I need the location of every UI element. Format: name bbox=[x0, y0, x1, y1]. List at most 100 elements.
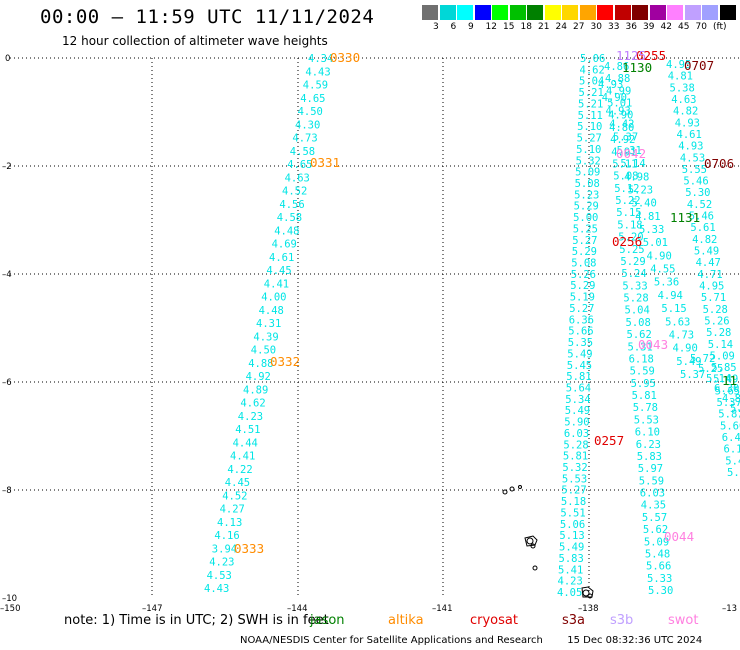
colorbar-swatch bbox=[544, 5, 561, 20]
swh-value: 4.59 bbox=[303, 80, 328, 92]
swh-value: 5.09 bbox=[644, 536, 669, 548]
swh-value: 5.62 bbox=[627, 329, 652, 341]
swh-value: 5.04 bbox=[579, 76, 604, 88]
swh-value: 5.27 bbox=[561, 485, 586, 497]
swh-value: 5.81 bbox=[632, 390, 657, 402]
swh-value: 5.32 bbox=[576, 155, 601, 167]
swh-value: 6.23 bbox=[636, 439, 661, 451]
swh-value: 4.61 bbox=[269, 252, 294, 264]
swh-value: 5.11 bbox=[578, 110, 603, 122]
swh-value: 5.08 bbox=[626, 317, 651, 329]
island-outline bbox=[581, 586, 594, 598]
swh-value: 4.45 bbox=[225, 477, 250, 489]
swh-value: 4.98 bbox=[624, 171, 649, 183]
swh-value: 5.14 bbox=[708, 339, 733, 351]
swh-value: 5.09 bbox=[710, 350, 735, 362]
longitude-tick-label: –150 bbox=[0, 604, 20, 614]
swh-value: 5.33 bbox=[639, 224, 664, 236]
swh-value: 5.46 bbox=[683, 176, 708, 188]
swh-value: 5.27 bbox=[572, 235, 597, 247]
swh-value: 4.90 bbox=[608, 110, 633, 122]
swh-value: 5.11 bbox=[612, 159, 637, 171]
swh-value: 5.30 bbox=[685, 187, 710, 199]
swh-value: 3.94 bbox=[212, 543, 237, 555]
swh-value: 5.21 bbox=[578, 98, 603, 110]
swh-value: 4.65 bbox=[287, 159, 312, 171]
swh-value: 4.41 bbox=[230, 451, 255, 463]
longitude-tick-label: –141 bbox=[432, 604, 452, 614]
pass-time-1131: 1131 bbox=[670, 210, 700, 225]
swh-value: 5.13 bbox=[559, 530, 584, 542]
swh-value: 4.65 bbox=[300, 93, 325, 105]
swh-value: 5.45 bbox=[567, 360, 592, 372]
colorbar-label: 12 bbox=[485, 22, 497, 32]
swh-value: 5.25 bbox=[698, 363, 723, 375]
swh-value: 4.63 bbox=[671, 94, 696, 106]
swh-value: 5.65 bbox=[715, 385, 740, 397]
swh-value: 4.94 bbox=[658, 290, 683, 302]
credit-line: NOAA/NESDIS Center for Satellite Applica… bbox=[240, 635, 702, 646]
pass-time-0332: 0332 bbox=[270, 354, 300, 369]
swh-value: 4.93 bbox=[598, 79, 623, 91]
swh-value: 4.61 bbox=[677, 129, 702, 141]
colorbar-label: 15 bbox=[503, 22, 515, 32]
pass-time-0042: 0042 bbox=[616, 146, 646, 161]
swh-value: 6.18 bbox=[629, 354, 654, 366]
swh-value: 4.52 bbox=[222, 490, 247, 502]
swh-value: 5.00 bbox=[573, 212, 598, 224]
colorbar-swatch bbox=[632, 5, 648, 20]
swh-value: 4.90 bbox=[602, 92, 627, 104]
swh-value: 5.28 bbox=[563, 439, 588, 451]
swh-value: 4.41 bbox=[264, 278, 289, 290]
swh-value: 4.81 bbox=[635, 211, 660, 223]
swh-value: 4.89 bbox=[243, 384, 268, 396]
swh-value: 4.73 bbox=[669, 330, 694, 342]
swh-value: 5.51 bbox=[560, 508, 585, 520]
swh-value: 4.52 bbox=[687, 199, 712, 211]
legend-cryosat: cryosat bbox=[470, 613, 518, 628]
swh-value: 4.53 bbox=[207, 570, 232, 582]
swh-value: 4.23 bbox=[238, 411, 263, 423]
swh-value: 5.10 bbox=[576, 144, 601, 156]
swh-value: 4.50 bbox=[251, 345, 276, 357]
swh-value: 4.22 bbox=[227, 464, 252, 476]
swh-value: 5.38 bbox=[670, 82, 695, 94]
colorbar-swatch bbox=[422, 5, 438, 20]
swh-value: 6.30 bbox=[714, 383, 739, 395]
swh-value: 5.33 bbox=[622, 280, 647, 292]
swh-value: 4.13 bbox=[217, 517, 242, 529]
swh-value: 5.34 bbox=[565, 394, 590, 406]
swh-value: 4.92 bbox=[610, 134, 635, 146]
colorbar-swatch bbox=[614, 5, 631, 20]
swh-value: 5.14 bbox=[620, 158, 645, 170]
swh-value: 5.28 bbox=[623, 293, 648, 305]
legend-altika: altika bbox=[388, 613, 424, 628]
colorbar-label: 18 bbox=[520, 22, 532, 32]
swh-value: 4.92 bbox=[246, 371, 271, 383]
swh-value: 5.21 bbox=[579, 87, 604, 99]
swh-value: 4.58 bbox=[277, 212, 302, 224]
colorbar-label: 70 bbox=[695, 22, 707, 32]
swh-value: 5.09 bbox=[575, 167, 600, 179]
swh-value: 4.63 bbox=[285, 172, 310, 184]
swh-value: 4.05 bbox=[557, 587, 582, 599]
swh-value: 5.24 bbox=[621, 268, 646, 280]
colorbar-swatch bbox=[527, 5, 543, 20]
swh-value: 5.57 bbox=[642, 512, 667, 524]
island-outline bbox=[524, 535, 538, 547]
swh-value: 5.29 bbox=[572, 246, 597, 258]
colorbar-swatch bbox=[667, 5, 683, 20]
swh-value: 4.95 bbox=[666, 59, 691, 71]
swh-value: 5.18 bbox=[561, 496, 586, 508]
swh-value: 4.52 bbox=[282, 186, 307, 198]
swh-value: 4.86 bbox=[604, 61, 629, 73]
pass-time-0331: 0331 bbox=[310, 155, 340, 170]
island-outline bbox=[509, 486, 515, 492]
swh-value: 4.30 bbox=[295, 119, 320, 131]
note-text: note: 1) Time is in UTC; 2) SWH is in fe… bbox=[64, 613, 329, 628]
swh-value: 4.47 bbox=[696, 257, 721, 269]
swh-value: 4.31 bbox=[256, 318, 281, 330]
pass-time-0330: 0330 bbox=[330, 50, 360, 65]
latitude-tick-label: –2 bbox=[2, 162, 12, 172]
